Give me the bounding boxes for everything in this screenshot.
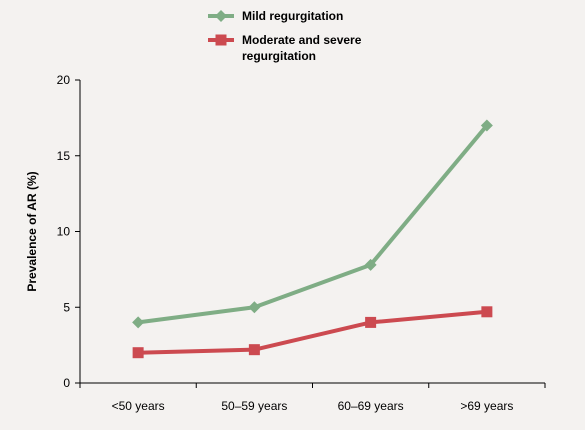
- x-tick-label: 60–69 years: [338, 399, 404, 413]
- x-tick-label: <50 years: [112, 399, 165, 413]
- data-point: [365, 316, 377, 328]
- legend-label: Mild regurgitation: [242, 9, 343, 23]
- data-point: [481, 306, 493, 318]
- x-tick-label: >69 years: [460, 399, 513, 413]
- y-tick-label: 0: [63, 376, 70, 390]
- data-point: [480, 119, 493, 132]
- legend-item-2: Moderate and severe regurgitation: [208, 33, 362, 63]
- y-tick-label: 5: [63, 300, 70, 314]
- data-point: [132, 316, 145, 329]
- legend: Mild regurgitation Moderate and severe reg…: [208, 9, 362, 63]
- series-2: [132, 306, 493, 359]
- data-point: [364, 258, 377, 271]
- legend-item-1: Mild regurgitation: [208, 9, 343, 23]
- data-point: [248, 344, 260, 356]
- legend-marker: [215, 10, 227, 22]
- data-point: [248, 301, 261, 314]
- legend-label: regurgitation: [242, 49, 316, 63]
- axes: 0 5 10 15 20 <50 years 50–59 years 60–69 years >…: [25, 73, 546, 413]
- series-1: [132, 119, 493, 329]
- data-point: [132, 347, 144, 359]
- series-line: [137, 124, 489, 325]
- legend-marker: [215, 34, 227, 46]
- series-layer: [132, 119, 493, 359]
- y-tick-label: 15: [57, 149, 71, 163]
- y-axis-title: Prevalence of AR (%): [25, 171, 39, 291]
- x-tick-label: 50–59 years: [221, 399, 287, 413]
- series-line: [138, 309, 488, 355]
- y-tick-label: 20: [57, 73, 71, 87]
- y-tick-label: 10: [57, 225, 71, 239]
- legend-label: Moderate and severe: [242, 33, 362, 47]
